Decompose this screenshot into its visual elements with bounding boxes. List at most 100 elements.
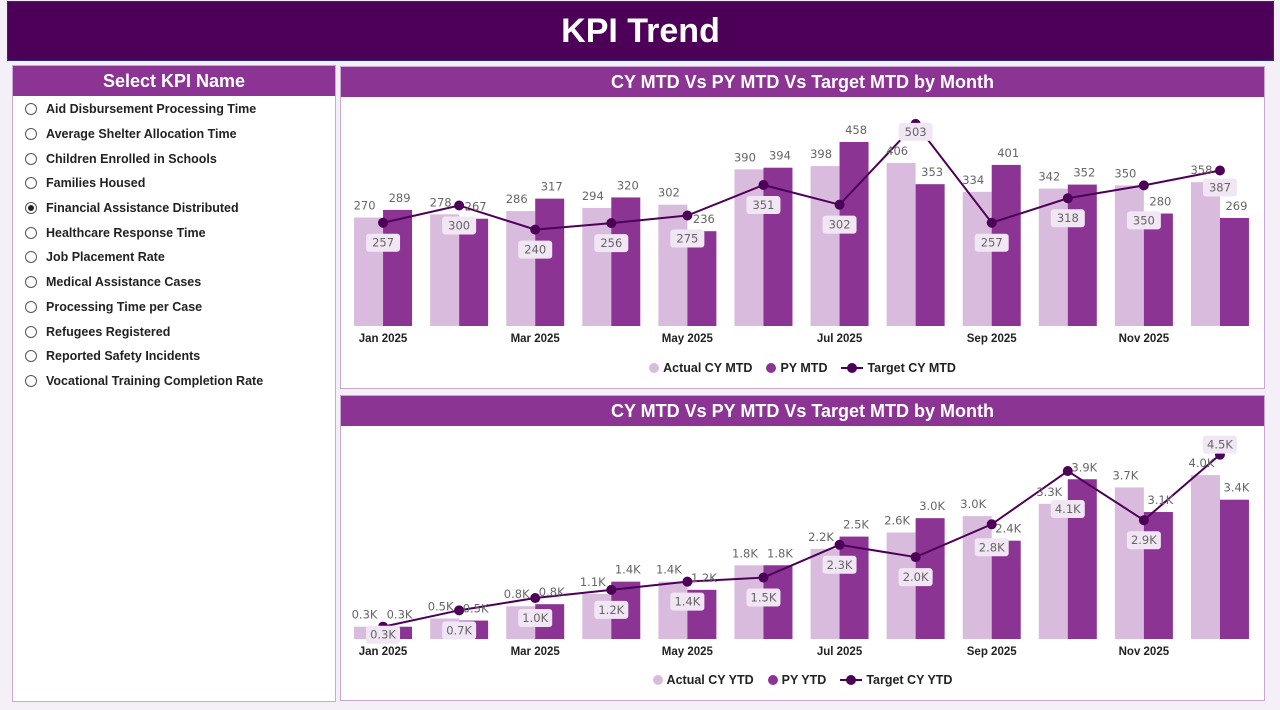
radio-icon[interactable] (25, 251, 37, 264)
actual-data-label: 270 (354, 199, 376, 213)
actual-bar[interactable] (734, 169, 764, 326)
actual-bar[interactable] (1114, 185, 1144, 326)
py-bar[interactable] (459, 218, 489, 326)
actual-bar[interactable] (1038, 188, 1068, 326)
actual-data-label-group: 406 (886, 144, 908, 158)
slicer-item[interactable]: Reported Safety Incidents (13, 344, 335, 369)
target-data-label-group: 240 (518, 240, 553, 259)
slicer-item[interactable]: Medical Assistance Cases (13, 270, 335, 295)
target-data-label: 4.1K (1055, 502, 1081, 516)
target-point[interactable] (1062, 466, 1073, 477)
target-data-label: 302 (829, 218, 851, 232)
actual-bar[interactable] (1190, 475, 1220, 639)
target-point[interactable] (1138, 180, 1149, 191)
radio-icon[interactable] (25, 103, 37, 116)
py-data-label: 280 (1149, 195, 1171, 209)
target-point[interactable] (986, 217, 997, 228)
legend-py[interactable]: PY MTD (766, 361, 827, 375)
actual-bar[interactable] (582, 207, 612, 326)
radio-icon[interactable] (25, 152, 37, 165)
target-point[interactable] (454, 200, 465, 211)
x-tick-label: Mar 2025 (511, 646, 561, 658)
legend-py[interactable]: PY YTD (767, 673, 826, 687)
slicer-item[interactable]: Aid Disbursement Processing Time (13, 97, 335, 122)
py-bar[interactable] (1219, 217, 1249, 326)
target-point[interactable] (758, 179, 769, 190)
slicer-item[interactable]: Job Placement Rate (13, 245, 335, 270)
py-bar[interactable] (1143, 213, 1173, 326)
py-bar[interactable] (763, 167, 793, 326)
x-tick-label: Jan 2025 (359, 333, 408, 345)
target-point[interactable] (682, 210, 693, 221)
target-point[interactable] (910, 552, 921, 563)
target-point[interactable] (454, 605, 465, 616)
target-point[interactable] (834, 539, 845, 550)
legend-target[interactable]: Target CY YTD (840, 673, 952, 687)
target-data-label-group: 351 (746, 195, 781, 214)
slicer-item[interactable]: Average Shelter Allocation Time (13, 122, 335, 147)
target-point[interactable] (834, 199, 845, 210)
legend-actual[interactable]: Actual CY YTD (652, 673, 754, 687)
legend-target[interactable]: Target CY MTD (841, 361, 956, 375)
actual-bar[interactable] (962, 516, 992, 639)
target-point[interactable] (530, 593, 541, 604)
actual-bar[interactable] (886, 162, 916, 326)
actual-data-label-group: 3.0K (960, 497, 986, 511)
slicer-item[interactable]: Families Housed (13, 171, 335, 196)
py-bar[interactable] (1067, 184, 1097, 326)
chart-title: CY MTD Vs PY MTD Vs Target MTD by Month (341, 396, 1264, 426)
radio-icon[interactable] (25, 325, 37, 338)
py-bar[interactable] (915, 184, 945, 326)
radio-icon[interactable] (25, 374, 37, 387)
slicer-item[interactable]: Financial Assistance Distributed (13, 196, 335, 221)
legend-actual[interactable]: Actual CY MTD (649, 361, 752, 375)
actual-data-label: 350 (1114, 166, 1136, 180)
target-data-label-group: 257 (974, 233, 1009, 252)
radio-icon[interactable] (25, 128, 37, 141)
radio-icon[interactable] (25, 226, 37, 239)
py-bar[interactable] (839, 141, 869, 326)
slicer-item[interactable]: Children Enrolled in Schools (13, 146, 335, 171)
target-point[interactable] (378, 217, 389, 228)
radio-icon[interactable] (25, 177, 37, 190)
actual-bar[interactable] (810, 166, 840, 326)
actual-bar[interactable] (962, 191, 992, 326)
actual-bar[interactable] (1038, 503, 1068, 639)
actual-data-label-group: 0.5K (428, 600, 454, 614)
slicer-item[interactable]: Refugees Registered (13, 319, 335, 344)
target-data-label-group: 257 (366, 233, 401, 252)
target-point[interactable] (758, 572, 769, 583)
slicer-item[interactable]: Healthcare Response Time (13, 220, 335, 245)
target-label-box (594, 600, 629, 619)
target-data-label: 318 (1057, 211, 1079, 225)
target-point[interactable] (1138, 515, 1149, 526)
actual-bar[interactable] (1190, 182, 1220, 326)
target-point[interactable] (1214, 165, 1225, 176)
py-data-label-group: 394 (769, 149, 791, 163)
actual-bar[interactable] (1114, 487, 1144, 639)
target-data-label: 1.5K (751, 591, 777, 605)
target-point[interactable] (1062, 193, 1073, 204)
py-data-label: 3.1K (1147, 493, 1173, 507)
slicer-item[interactable]: Vocational Training Completion Rate (13, 369, 335, 394)
py-data-label-group: 0.8K (539, 585, 565, 599)
radio-icon[interactable] (25, 300, 37, 313)
py-bar[interactable] (1143, 512, 1173, 639)
slicer-item[interactable]: Processing Time per Case (13, 295, 335, 320)
py-bar[interactable] (383, 209, 413, 326)
target-point[interactable] (606, 218, 617, 229)
py-bar[interactable] (611, 197, 641, 326)
radio-icon[interactable] (25, 202, 37, 215)
py-bar[interactable] (535, 198, 565, 326)
py-bar[interactable] (839, 536, 869, 639)
radio-icon[interactable] (25, 350, 37, 363)
target-point[interactable] (530, 224, 541, 235)
py-bar[interactable] (1219, 499, 1249, 639)
actual-bar[interactable] (658, 204, 688, 326)
target-point[interactable] (986, 519, 997, 530)
py-data-label: 353 (921, 165, 943, 179)
py-bar[interactable] (991, 540, 1021, 639)
target-point[interactable] (682, 576, 693, 587)
target-point[interactable] (606, 584, 617, 595)
radio-icon[interactable] (25, 276, 37, 289)
